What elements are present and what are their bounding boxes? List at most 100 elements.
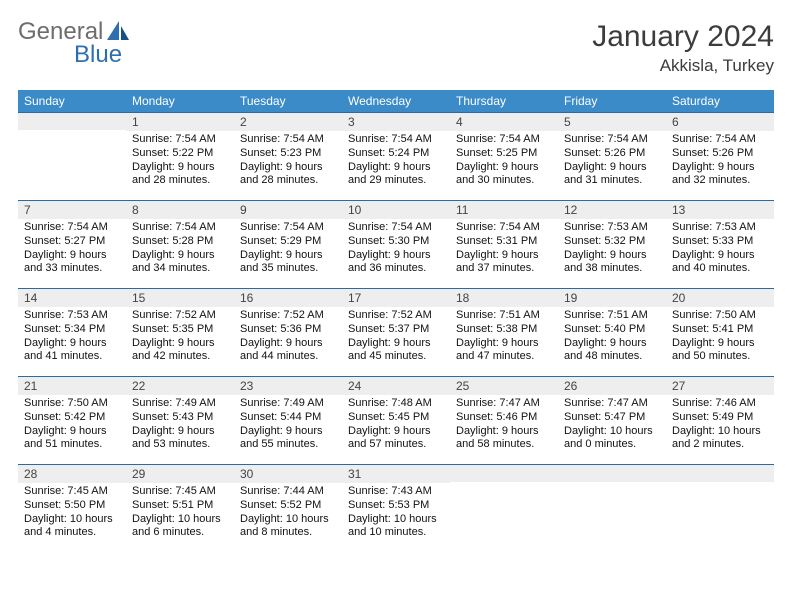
daylight-line: Daylight: 10 hours and 6 minutes. bbox=[132, 513, 228, 541]
cell-body: Sunrise: 7:53 AMSunset: 5:32 PMDaylight:… bbox=[558, 219, 666, 282]
date-number: 3 bbox=[342, 112, 450, 131]
daylight-line: Daylight: 9 hours and 28 minutes. bbox=[240, 161, 336, 189]
cell-body: Sunrise: 7:50 AMSunset: 5:42 PMDaylight:… bbox=[18, 395, 126, 458]
calendar-cell: 19Sunrise: 7:51 AMSunset: 5:40 PMDayligh… bbox=[558, 288, 666, 376]
date-number: 27 bbox=[666, 376, 774, 395]
sunrise-line: Sunrise: 7:52 AM bbox=[348, 309, 444, 323]
date-number: 13 bbox=[666, 200, 774, 219]
cell-body: Sunrise: 7:44 AMSunset: 5:52 PMDaylight:… bbox=[234, 483, 342, 546]
date-strip-empty bbox=[450, 464, 558, 482]
calendar-cell: 27Sunrise: 7:46 AMSunset: 5:49 PMDayligh… bbox=[666, 376, 774, 464]
cell-body: Sunrise: 7:48 AMSunset: 5:45 PMDaylight:… bbox=[342, 395, 450, 458]
daylight-line: Daylight: 9 hours and 48 minutes. bbox=[564, 337, 660, 365]
calendar-cell: 8Sunrise: 7:54 AMSunset: 5:28 PMDaylight… bbox=[126, 200, 234, 288]
sunset-line: Sunset: 5:36 PM bbox=[240, 323, 336, 337]
date-number: 5 bbox=[558, 112, 666, 131]
sunrise-line: Sunrise: 7:54 AM bbox=[240, 221, 336, 235]
calendar-cell: 21Sunrise: 7:50 AMSunset: 5:42 PMDayligh… bbox=[18, 376, 126, 464]
sunset-line: Sunset: 5:38 PM bbox=[456, 323, 552, 337]
sunrise-line: Sunrise: 7:46 AM bbox=[672, 397, 768, 411]
day-header: Sunday bbox=[18, 90, 126, 112]
date-number: 1 bbox=[126, 112, 234, 131]
sunrise-line: Sunrise: 7:54 AM bbox=[24, 221, 120, 235]
date-number: 21 bbox=[18, 376, 126, 395]
calendar-cell: 20Sunrise: 7:50 AMSunset: 5:41 PMDayligh… bbox=[666, 288, 774, 376]
cell-body: Sunrise: 7:54 AMSunset: 5:31 PMDaylight:… bbox=[450, 219, 558, 282]
calendar-table: SundayMondayTuesdayWednesdayThursdayFrid… bbox=[18, 90, 774, 552]
cell-body: Sunrise: 7:46 AMSunset: 5:49 PMDaylight:… bbox=[666, 395, 774, 458]
date-number: 28 bbox=[18, 464, 126, 483]
cell-body: Sunrise: 7:54 AMSunset: 5:26 PMDaylight:… bbox=[666, 131, 774, 194]
calendar-cell: 2Sunrise: 7:54 AMSunset: 5:23 PMDaylight… bbox=[234, 112, 342, 200]
cell-body: Sunrise: 7:52 AMSunset: 5:37 PMDaylight:… bbox=[342, 307, 450, 370]
date-number: 24 bbox=[342, 376, 450, 395]
daylight-line: Daylight: 9 hours and 33 minutes. bbox=[24, 249, 120, 277]
cell-body: Sunrise: 7:54 AMSunset: 5:27 PMDaylight:… bbox=[18, 219, 126, 282]
cell-body: Sunrise: 7:52 AMSunset: 5:35 PMDaylight:… bbox=[126, 307, 234, 370]
date-number: 26 bbox=[558, 376, 666, 395]
page-header: General Blue January 2024 Akkisla, Turke… bbox=[18, 20, 774, 76]
day-header: Saturday bbox=[666, 90, 774, 112]
daylight-line: Daylight: 9 hours and 41 minutes. bbox=[24, 337, 120, 365]
calendar-cell: 3Sunrise: 7:54 AMSunset: 5:24 PMDaylight… bbox=[342, 112, 450, 200]
date-number: 20 bbox=[666, 288, 774, 307]
cell-body: Sunrise: 7:54 AMSunset: 5:30 PMDaylight:… bbox=[342, 219, 450, 282]
sunrise-line: Sunrise: 7:54 AM bbox=[564, 133, 660, 147]
date-number: 30 bbox=[234, 464, 342, 483]
daylight-line: Daylight: 9 hours and 51 minutes. bbox=[24, 425, 120, 453]
daylight-line: Daylight: 10 hours and 0 minutes. bbox=[564, 425, 660, 453]
sunset-line: Sunset: 5:41 PM bbox=[672, 323, 768, 337]
date-number: 29 bbox=[126, 464, 234, 483]
sunrise-line: Sunrise: 7:47 AM bbox=[564, 397, 660, 411]
cell-body: Sunrise: 7:53 AMSunset: 5:33 PMDaylight:… bbox=[666, 219, 774, 282]
daylight-line: Daylight: 9 hours and 53 minutes. bbox=[132, 425, 228, 453]
sunset-line: Sunset: 5:40 PM bbox=[564, 323, 660, 337]
sunrise-line: Sunrise: 7:43 AM bbox=[348, 485, 444, 499]
sunrise-line: Sunrise: 7:53 AM bbox=[672, 221, 768, 235]
sunrise-line: Sunrise: 7:51 AM bbox=[456, 309, 552, 323]
sunrise-line: Sunrise: 7:52 AM bbox=[240, 309, 336, 323]
calendar-cell bbox=[558, 464, 666, 552]
sunset-line: Sunset: 5:44 PM bbox=[240, 411, 336, 425]
calendar-cell: 30Sunrise: 7:44 AMSunset: 5:52 PMDayligh… bbox=[234, 464, 342, 552]
daylight-line: Daylight: 9 hours and 57 minutes. bbox=[348, 425, 444, 453]
daylight-line: Daylight: 9 hours and 55 minutes. bbox=[240, 425, 336, 453]
calendar-cell: 26Sunrise: 7:47 AMSunset: 5:47 PMDayligh… bbox=[558, 376, 666, 464]
cell-body: Sunrise: 7:54 AMSunset: 5:28 PMDaylight:… bbox=[126, 219, 234, 282]
sunset-line: Sunset: 5:33 PM bbox=[672, 235, 768, 249]
sunset-line: Sunset: 5:34 PM bbox=[24, 323, 120, 337]
date-number: 6 bbox=[666, 112, 774, 131]
date-number: 15 bbox=[126, 288, 234, 307]
cell-body: Sunrise: 7:43 AMSunset: 5:53 PMDaylight:… bbox=[342, 483, 450, 546]
date-number: 4 bbox=[450, 112, 558, 131]
calendar-cell: 5Sunrise: 7:54 AMSunset: 5:26 PMDaylight… bbox=[558, 112, 666, 200]
sunrise-line: Sunrise: 7:49 AM bbox=[132, 397, 228, 411]
date-number: 11 bbox=[450, 200, 558, 219]
date-strip-empty bbox=[558, 464, 666, 482]
cell-body: Sunrise: 7:54 AMSunset: 5:24 PMDaylight:… bbox=[342, 131, 450, 194]
calendar-cell: 17Sunrise: 7:52 AMSunset: 5:37 PMDayligh… bbox=[342, 288, 450, 376]
day-header: Monday bbox=[126, 90, 234, 112]
cell-body: Sunrise: 7:47 AMSunset: 5:47 PMDaylight:… bbox=[558, 395, 666, 458]
date-number: 16 bbox=[234, 288, 342, 307]
calendar-cell: 16Sunrise: 7:52 AMSunset: 5:36 PMDayligh… bbox=[234, 288, 342, 376]
calendar-cell bbox=[666, 464, 774, 552]
daylight-line: Daylight: 9 hours and 28 minutes. bbox=[132, 161, 228, 189]
calendar-cell: 13Sunrise: 7:53 AMSunset: 5:33 PMDayligh… bbox=[666, 200, 774, 288]
sunrise-line: Sunrise: 7:54 AM bbox=[348, 133, 444, 147]
date-number: 31 bbox=[342, 464, 450, 483]
sunrise-line: Sunrise: 7:54 AM bbox=[672, 133, 768, 147]
calendar-cell: 1Sunrise: 7:54 AMSunset: 5:22 PMDaylight… bbox=[126, 112, 234, 200]
brand-text-blue: Blue bbox=[74, 43, 122, 67]
date-strip-empty bbox=[18, 112, 126, 130]
calendar-cell: 10Sunrise: 7:54 AMSunset: 5:30 PMDayligh… bbox=[342, 200, 450, 288]
title-block: January 2024 Akkisla, Turkey bbox=[592, 20, 774, 76]
calendar-cell: 4Sunrise: 7:54 AMSunset: 5:25 PMDaylight… bbox=[450, 112, 558, 200]
calendar-cell bbox=[450, 464, 558, 552]
daylight-line: Daylight: 9 hours and 58 minutes. bbox=[456, 425, 552, 453]
date-number: 9 bbox=[234, 200, 342, 219]
calendar-cell: 28Sunrise: 7:45 AMSunset: 5:50 PMDayligh… bbox=[18, 464, 126, 552]
cell-body: Sunrise: 7:54 AMSunset: 5:26 PMDaylight:… bbox=[558, 131, 666, 194]
sunset-line: Sunset: 5:26 PM bbox=[564, 147, 660, 161]
sunset-line: Sunset: 5:46 PM bbox=[456, 411, 552, 425]
